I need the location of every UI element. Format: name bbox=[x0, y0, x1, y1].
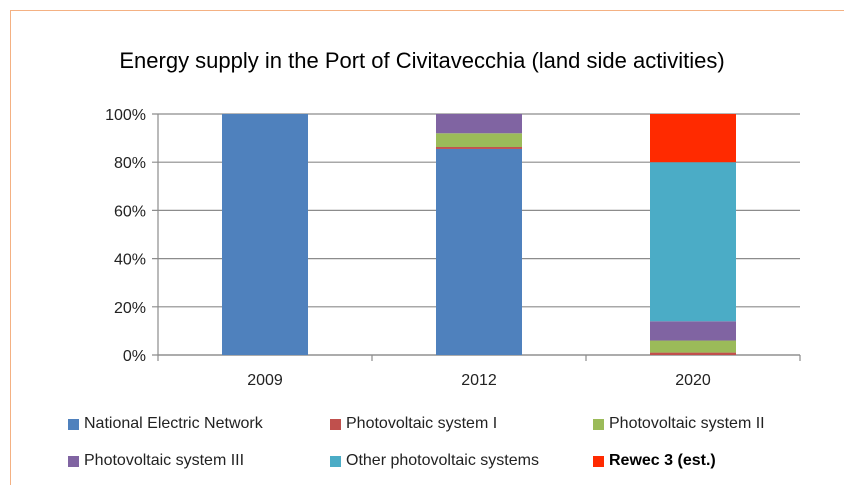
bar-segment bbox=[650, 162, 736, 322]
legend-label: National Electric Network bbox=[84, 415, 263, 432]
legend-item-other-photovoltaic-systems: Other photovoltaic systems bbox=[330, 452, 539, 470]
bar-segment bbox=[436, 147, 522, 149]
legend-swatch bbox=[68, 455, 79, 467]
y-tick-label: 60% bbox=[114, 203, 146, 220]
chart-title: Energy supply in the Port of Civitavecch… bbox=[119, 48, 725, 73]
legend-label: Photovoltaic system II bbox=[609, 415, 765, 432]
bar-segment bbox=[650, 340, 736, 353]
bar-segment bbox=[650, 114, 736, 163]
y-tick-label: 80% bbox=[114, 155, 146, 172]
bar-segment bbox=[650, 321, 736, 341]
legend-item-national-electric-network: National Electric Network bbox=[68, 415, 263, 433]
y-tick-label: 0% bbox=[123, 348, 146, 365]
legend-swatch bbox=[593, 455, 604, 467]
bar-segment bbox=[436, 133, 522, 148]
legend-item-photovoltaic-system-iii: Photovoltaic system III bbox=[68, 452, 244, 470]
legend-item-photovoltaic-system-ii: Photovoltaic system II bbox=[593, 415, 765, 433]
y-tick-label: 20% bbox=[114, 300, 146, 317]
x-tick-label: 2009 bbox=[247, 372, 283, 389]
x-tick-label: 2020 bbox=[675, 372, 711, 389]
legend-label: Other photovoltaic systems bbox=[346, 452, 539, 469]
y-tick-label: 40% bbox=[114, 252, 146, 269]
legend-item-photovoltaic-system-i: Photovoltaic system I bbox=[330, 415, 497, 433]
legend-swatch bbox=[330, 455, 341, 467]
legend-swatch bbox=[593, 418, 604, 430]
legend-label: Photovoltaic system III bbox=[84, 452, 245, 469]
legend-label: Rewec 3 (est.) bbox=[609, 452, 716, 469]
frame-border-left bbox=[10, 10, 11, 485]
legend-swatch bbox=[330, 418, 341, 430]
bar-segment bbox=[222, 114, 308, 355]
x-tick-label: 2012 bbox=[461, 372, 497, 389]
legend-item-rewec-3: Rewec 3 (est.) bbox=[593, 452, 716, 470]
bar-segment bbox=[650, 352, 736, 355]
legend-swatch bbox=[68, 418, 79, 430]
bar-segment bbox=[436, 148, 522, 355]
bar-segment bbox=[436, 114, 522, 134]
frame-border-top bbox=[10, 10, 844, 11]
legend-label: Photovoltaic system I bbox=[346, 415, 498, 432]
y-tick-label: 100% bbox=[105, 107, 146, 124]
